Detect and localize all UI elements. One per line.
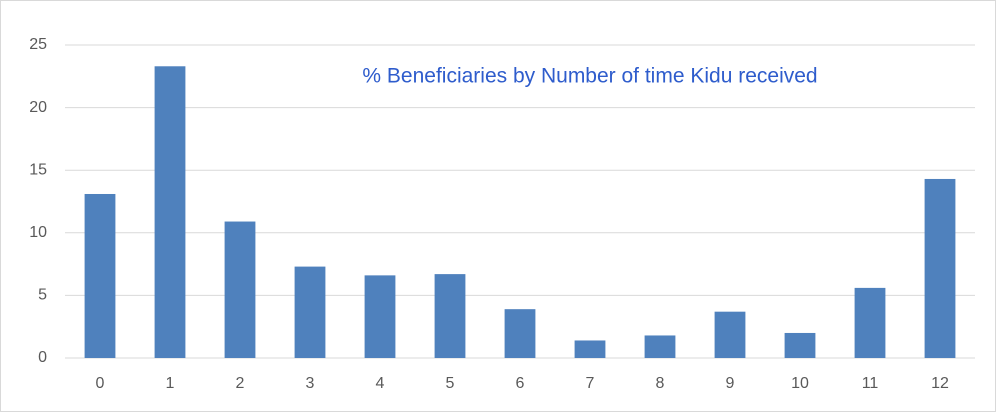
bar	[84, 193, 116, 358]
bar	[644, 335, 676, 358]
y-tick-label: 25	[29, 36, 47, 53]
x-tick-label: 0	[96, 375, 105, 392]
bar	[714, 311, 746, 358]
y-tick-label: 0	[38, 349, 47, 366]
x-tick-label: 8	[656, 375, 665, 392]
chart-title: % Beneficiaries by Number of time Kidu r…	[362, 65, 817, 88]
bar	[224, 221, 256, 358]
x-tick-label: 4	[376, 375, 385, 392]
bar	[574, 340, 606, 358]
x-tick-label: 6	[516, 375, 525, 392]
y-tick-label: 5	[38, 287, 47, 304]
bar	[364, 275, 396, 358]
x-tick-label: 1	[166, 375, 175, 392]
bar	[784, 332, 816, 358]
bar	[924, 178, 956, 358]
x-tick-label: 7	[586, 375, 595, 392]
bar	[504, 309, 536, 358]
bar	[854, 287, 886, 358]
x-tick-label: 9	[726, 375, 735, 392]
y-tick-label: 15	[29, 161, 47, 178]
x-tick-label: 10	[791, 375, 809, 392]
bar	[434, 274, 466, 358]
x-tick-label: 3	[306, 375, 315, 392]
x-tick-label: 5	[446, 375, 455, 392]
x-tick-label: 11	[862, 375, 879, 392]
bar	[294, 266, 326, 358]
y-tick-label: 20	[29, 99, 47, 116]
bar	[154, 66, 186, 358]
y-tick-label: 10	[29, 224, 47, 241]
x-tick-label: 12	[931, 375, 949, 392]
x-tick-label: 2	[236, 375, 245, 392]
